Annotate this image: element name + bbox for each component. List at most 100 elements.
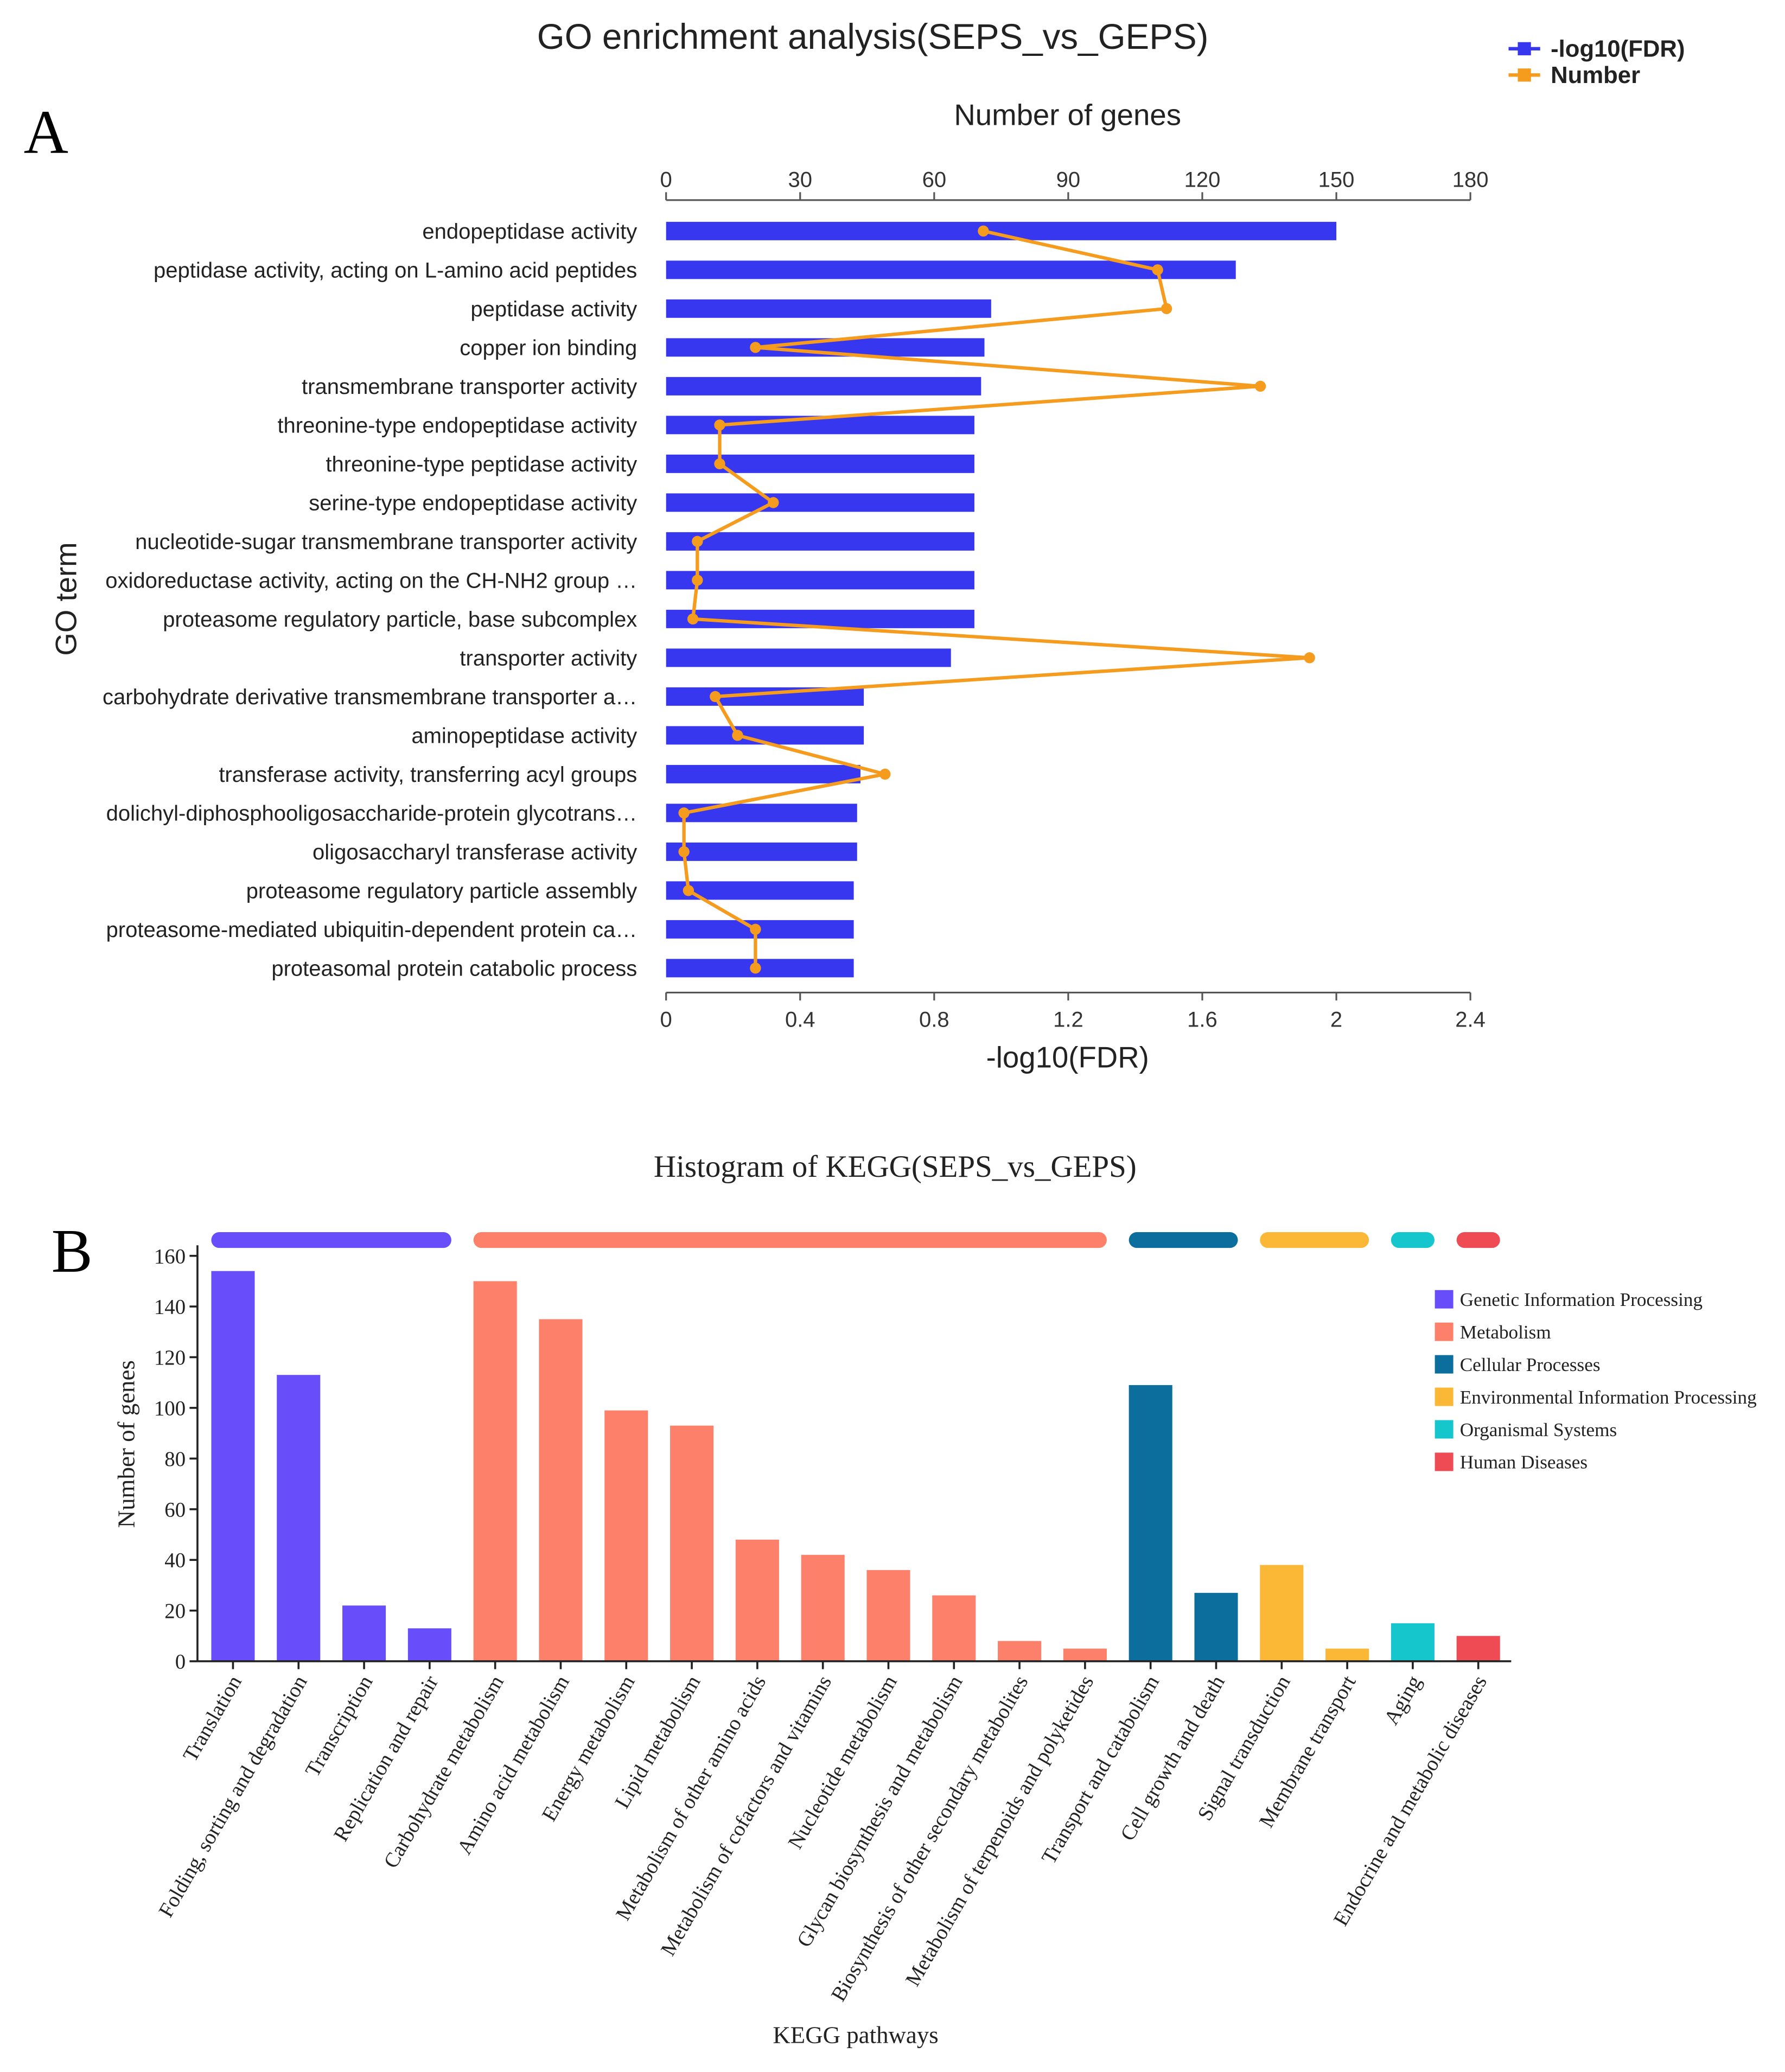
gene-number-point — [692, 535, 703, 547]
legend: -log10(FDR) Number — [1508, 35, 1685, 88]
y-axis-tick-label: 80 — [164, 1448, 186, 1471]
y-axis-tick-label: 140 — [154, 1296, 186, 1319]
y-axis-tick-label: 160 — [154, 1245, 186, 1268]
legend-item-fdr: -log10(FDR) — [1508, 35, 1685, 62]
kegg-bar — [1129, 1385, 1172, 1661]
legend-label: Number — [1551, 62, 1640, 88]
go-term-label: transmembrane transporter activity — [302, 375, 637, 399]
fdr-bar — [666, 532, 974, 551]
gene-number-point — [683, 885, 694, 896]
go-term-label: aminopeptidase activity — [411, 724, 637, 748]
kegg-bar — [407, 1628, 451, 1661]
bottom-axis-tick-label: 2 — [1330, 1008, 1342, 1032]
legend-item-number: Number — [1508, 62, 1640, 88]
fdr-bar — [666, 493, 974, 512]
fdr-bar — [666, 377, 981, 396]
go-term-label: proteasome regulatory particle, base sub… — [163, 608, 637, 632]
fdr-bar — [666, 454, 974, 473]
fdr-bar — [666, 571, 974, 590]
gene-number-point — [678, 846, 690, 858]
gene-number-point — [1152, 264, 1163, 276]
kegg-bar — [604, 1410, 648, 1661]
gene-number-point — [732, 730, 743, 741]
kegg-bar — [1063, 1648, 1107, 1661]
go-term-label: proteasome-mediated ubiquitin-dependent … — [106, 918, 637, 942]
go-term-label: oligosaccharyl transferase activity — [313, 840, 637, 864]
kegg-bar — [1194, 1592, 1238, 1661]
legend-item: Genetic Information Processing — [1435, 1289, 1703, 1310]
gene-number-point — [1161, 303, 1172, 315]
kegg-bar — [801, 1554, 845, 1661]
y-axis-title: GO term — [50, 542, 83, 655]
go-term-label: proteasome regulatory particle assembly — [246, 879, 637, 903]
bottom-axis-tick-label: 0.8 — [919, 1008, 949, 1032]
fdr-bar — [666, 842, 857, 861]
group-bracket — [1456, 1232, 1500, 1248]
kegg-bar — [735, 1539, 779, 1661]
top-axis-tick-label: 150 — [1318, 168, 1355, 192]
gene-number-point — [879, 768, 891, 780]
legend-item: Environmental Information Processing — [1435, 1387, 1757, 1408]
legend-swatch-marker — [1518, 42, 1531, 55]
bottom-axis-tick-label: 1.2 — [1053, 1008, 1083, 1032]
kegg-bar — [211, 1271, 255, 1661]
go-term-label: transferase activity, transferring acyl … — [219, 763, 637, 787]
go-term-label: threonine-type peptidase activity — [326, 452, 637, 476]
legend-swatch-marker — [1518, 68, 1531, 82]
fdr-bar — [666, 804, 857, 823]
go-term-label: peptidase activity — [470, 297, 637, 321]
y-axis-tick-label: 120 — [154, 1346, 186, 1369]
chart-title: GO enrichment analysis(SEPS_vs_GEPS) — [537, 17, 1209, 56]
go-term-label: proteasomal protein catabolic process — [271, 957, 637, 980]
legend-label: Human Diseases — [1460, 1452, 1588, 1473]
go-term-label: peptidase activity, acting on L-amino ac… — [154, 258, 637, 282]
y-axis-title: Number of genes — [112, 1360, 139, 1528]
y-axis-tick-label: 20 — [164, 1599, 186, 1623]
gene-number-point — [692, 575, 703, 586]
top-axis-tick-label: 180 — [1452, 168, 1489, 192]
go-plot-area: 0 30 60 90 120 150 180 0 0.4 0.8 1.2 1.6 2 2.4 endopep… — [103, 168, 1488, 1032]
legend-item: Cellular Processes — [1435, 1354, 1601, 1375]
gene-number-point — [750, 962, 761, 974]
bottom-axis-tick-label: 0.4 — [785, 1008, 815, 1032]
legend-item: Metabolism — [1435, 1322, 1551, 1343]
go-term-label: copper ion binding — [460, 336, 637, 360]
fdr-bar — [666, 764, 860, 783]
gene-number-point — [768, 497, 779, 508]
panel-label: B — [52, 1216, 93, 1285]
kegg-bar — [342, 1605, 386, 1661]
top-axis-tick-label: 90 — [1056, 168, 1081, 192]
group-bracket — [211, 1232, 451, 1248]
legend-label: Cellular Processes — [1460, 1354, 1601, 1375]
kegg-bar — [670, 1425, 714, 1661]
gene-number-point — [710, 691, 721, 703]
legend-label: Organismal Systems — [1460, 1419, 1617, 1440]
top-axis-tick-label: 0 — [660, 168, 672, 192]
go-term-label: threonine-type endopeptidase activity — [277, 413, 637, 437]
kegg-bar — [866, 1570, 910, 1661]
kegg-bar — [1260, 1565, 1304, 1661]
go-term-label: serine-type endopeptidase activity — [309, 491, 637, 515]
fdr-bar — [666, 260, 1236, 279]
legend-swatch — [1435, 1290, 1453, 1309]
group-bracket — [1260, 1232, 1369, 1248]
bottom-axis-tick-label: 2.4 — [1455, 1008, 1486, 1032]
legend-swatch — [1435, 1355, 1453, 1374]
gene-number-point — [687, 613, 699, 625]
gene-number-line — [682, 229, 1311, 968]
top-axis-tick-label: 120 — [1184, 168, 1221, 192]
y-axis-tick-label: 100 — [154, 1397, 186, 1420]
go-term-label: nucleotide-sugar transmembrane transport… — [135, 530, 637, 554]
go-term-label: endopeptidase activity — [422, 220, 637, 244]
legend-label: Environmental Information Processing — [1460, 1387, 1757, 1408]
kegg-bar — [1325, 1648, 1369, 1661]
gene-number-point — [1254, 380, 1266, 392]
gene-number-point — [750, 342, 761, 353]
bottom-axis-tick-label: 1.6 — [1187, 1008, 1217, 1032]
gene-number-point — [714, 458, 725, 470]
legend: Genetic Information Processing Metabolism… — [1435, 1289, 1757, 1473]
legend-item: Human Diseases — [1435, 1452, 1588, 1473]
x-axis-title: KEGG pathways — [773, 2022, 938, 2049]
gene-number-point — [750, 923, 761, 935]
